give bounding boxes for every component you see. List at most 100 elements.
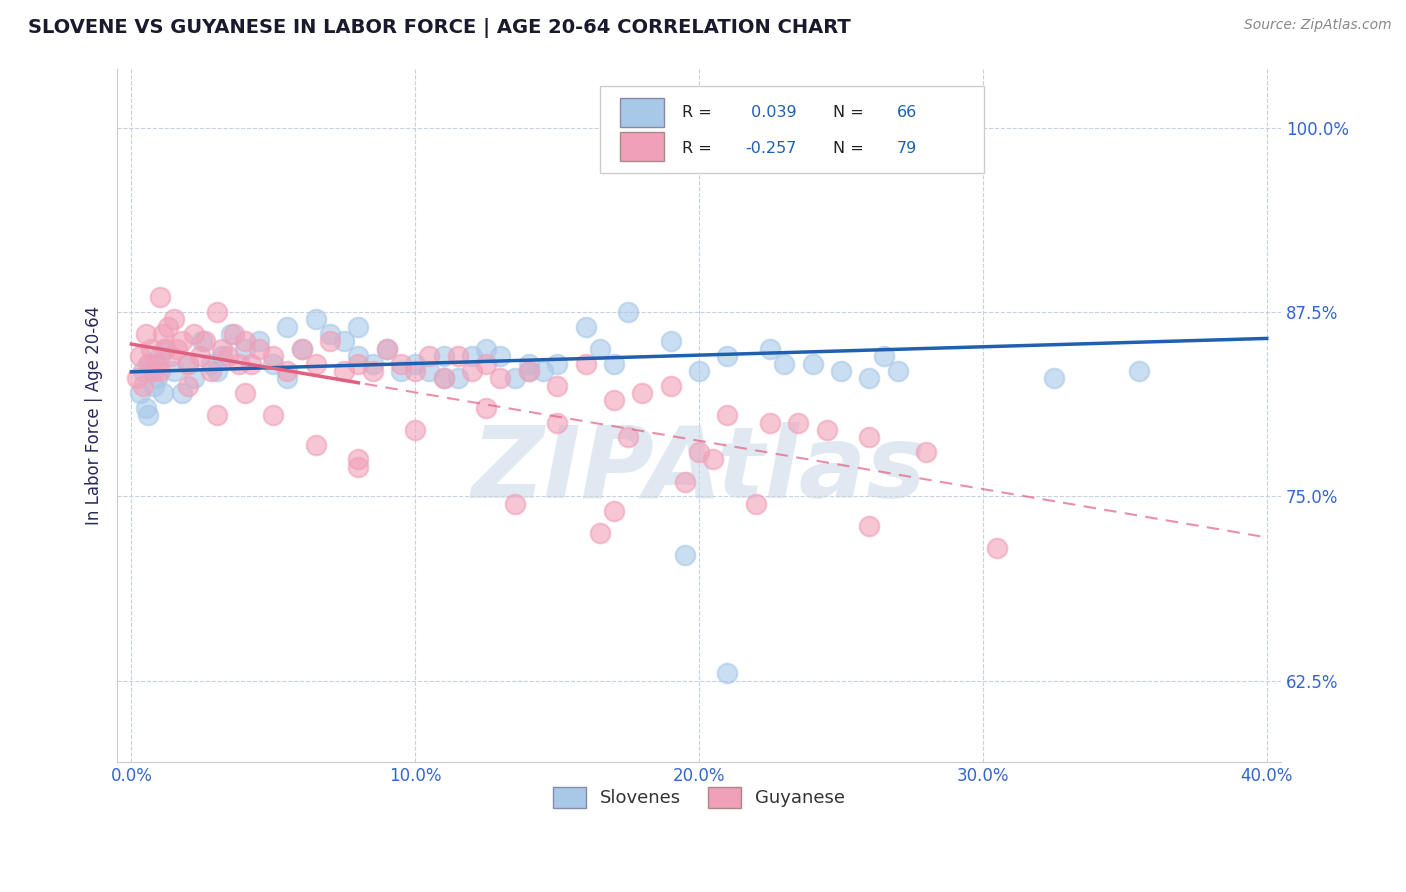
Point — [915, 445, 938, 459]
Point — [673, 549, 696, 563]
Point — [141, 342, 163, 356]
Point — [716, 349, 738, 363]
Point — [233, 342, 256, 356]
Point — [146, 357, 169, 371]
Point — [688, 445, 710, 459]
Point — [702, 452, 724, 467]
Point — [205, 408, 228, 422]
Point — [262, 408, 284, 422]
Text: R =: R = — [682, 141, 711, 156]
Point — [200, 364, 222, 378]
Point — [155, 342, 177, 356]
Point — [188, 349, 211, 363]
Point — [125, 371, 148, 385]
Point — [172, 386, 194, 401]
Point — [517, 364, 540, 378]
Point — [128, 386, 150, 401]
Point — [503, 497, 526, 511]
Bar — [620, 98, 664, 128]
Y-axis label: In Labor Force | Age 20-64: In Labor Force | Age 20-64 — [86, 306, 103, 524]
Point — [418, 349, 440, 363]
Point — [276, 371, 298, 385]
Point — [211, 342, 233, 356]
Point — [574, 319, 596, 334]
Point — [1043, 371, 1066, 385]
Point — [447, 349, 470, 363]
Point — [160, 349, 183, 363]
Point — [659, 378, 682, 392]
Text: ZIPAtlas: ZIPAtlas — [471, 422, 927, 519]
Point — [172, 334, 194, 349]
Point — [155, 342, 177, 356]
Text: 0.039: 0.039 — [745, 104, 796, 120]
Point — [673, 475, 696, 489]
Point — [177, 357, 200, 371]
Point — [305, 357, 328, 371]
Point — [617, 305, 640, 319]
Point — [233, 334, 256, 349]
Point — [418, 364, 440, 378]
Point — [205, 364, 228, 378]
FancyBboxPatch shape — [600, 86, 984, 172]
Point — [389, 364, 412, 378]
Text: Source: ZipAtlas.com: Source: ZipAtlas.com — [1244, 18, 1392, 32]
Point — [319, 334, 342, 349]
Point — [347, 357, 370, 371]
Point — [205, 305, 228, 319]
Point — [177, 378, 200, 392]
Point — [149, 349, 172, 363]
Text: 66: 66 — [897, 104, 917, 120]
Point — [631, 386, 654, 401]
Point — [858, 430, 880, 444]
Point — [247, 342, 270, 356]
Point — [603, 393, 626, 408]
Point — [239, 357, 262, 371]
Point — [177, 357, 200, 371]
Point — [589, 342, 612, 356]
Point — [138, 408, 160, 422]
Point — [801, 357, 824, 371]
Point — [957, 120, 980, 135]
Point — [132, 378, 155, 392]
Point — [475, 357, 498, 371]
Point — [163, 364, 186, 378]
Point — [986, 541, 1008, 555]
Text: N =: N = — [832, 141, 863, 156]
Text: N =: N = — [832, 104, 863, 120]
Point — [347, 319, 370, 334]
Point — [531, 364, 554, 378]
Point — [217, 349, 239, 363]
Point — [200, 357, 222, 371]
Point — [143, 364, 166, 378]
Point — [163, 312, 186, 326]
Point — [143, 378, 166, 392]
Point — [149, 290, 172, 304]
Point — [183, 326, 205, 341]
Point — [276, 364, 298, 378]
Point — [433, 349, 456, 363]
Point — [305, 312, 328, 326]
Point — [887, 364, 910, 378]
Point — [716, 666, 738, 681]
Point — [141, 357, 163, 371]
Point — [128, 349, 150, 363]
Point — [404, 364, 426, 378]
Point — [138, 357, 160, 371]
Point — [404, 423, 426, 437]
Point — [517, 357, 540, 371]
Point — [659, 334, 682, 349]
Text: -0.257: -0.257 — [745, 141, 797, 156]
Point — [262, 349, 284, 363]
Point — [858, 371, 880, 385]
Point — [546, 416, 568, 430]
Point — [815, 423, 838, 437]
Point — [291, 342, 314, 356]
Point — [830, 364, 852, 378]
Point — [333, 364, 356, 378]
Point — [291, 342, 314, 356]
Point — [461, 364, 484, 378]
Point — [574, 357, 596, 371]
Point — [603, 504, 626, 518]
Point — [305, 437, 328, 451]
Point — [1128, 364, 1150, 378]
